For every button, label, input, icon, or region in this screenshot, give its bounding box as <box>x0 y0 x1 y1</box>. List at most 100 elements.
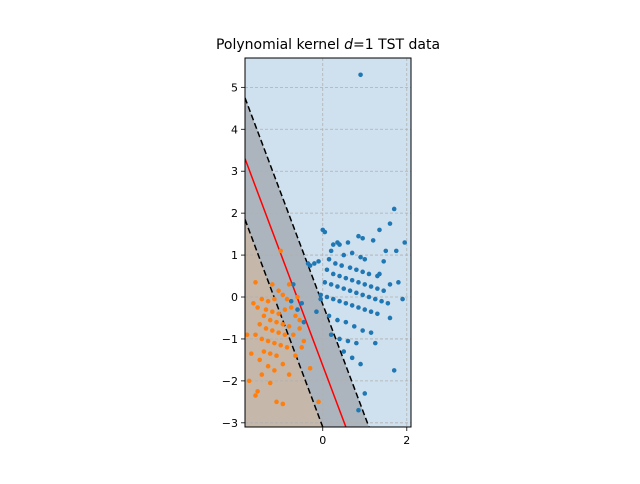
data-point-series-0 <box>345 338 351 344</box>
data-point-series-1 <box>288 305 294 310</box>
data-point-series-1 <box>253 280 258 285</box>
data-point-series-0 <box>354 340 359 346</box>
y-tick-label: −3 <box>222 417 238 430</box>
data-point-series-1 <box>255 305 260 310</box>
data-point-series-1 <box>259 372 265 377</box>
data-point-series-0 <box>379 298 384 304</box>
data-point-series-0 <box>381 259 386 264</box>
data-point-series-1 <box>293 353 298 359</box>
data-point-series-1 <box>267 317 273 323</box>
data-point-series-0 <box>337 336 342 342</box>
data-point-series-0 <box>358 361 363 367</box>
data-point-series-0 <box>341 252 347 258</box>
data-point-series-1 <box>261 349 267 354</box>
data-point-series-1 <box>259 336 265 342</box>
data-point-series-0 <box>295 307 300 312</box>
data-point-series-0 <box>328 248 334 254</box>
data-point-series-1 <box>263 326 269 331</box>
data-point-series-0 <box>366 294 372 300</box>
data-point-series-1 <box>316 399 321 405</box>
data-point-series-1 <box>274 399 279 405</box>
data-point-series-0 <box>345 240 351 245</box>
data-point-series-1 <box>257 321 263 327</box>
data-point-series-0 <box>375 311 380 317</box>
data-point-series-0 <box>368 330 374 335</box>
data-point-series-0 <box>372 296 378 302</box>
data-point-series-0 <box>343 319 349 325</box>
data-point-series-1 <box>307 365 313 371</box>
data-point-series-1 <box>297 326 302 331</box>
data-point-series-1 <box>286 324 292 329</box>
data-point-series-0 <box>343 275 349 281</box>
data-point-series-1 <box>284 345 290 350</box>
data-point-series-1 <box>270 282 275 287</box>
plot-frame <box>244 57 412 428</box>
data-point-series-0 <box>301 319 307 325</box>
y-tick-label: 3 <box>231 165 238 178</box>
data-point-series-0 <box>330 296 336 302</box>
data-point-series-0 <box>400 296 405 302</box>
data-point-series-1 <box>299 345 305 350</box>
data-point-series-1 <box>272 340 277 346</box>
data-point-series-0 <box>356 233 361 239</box>
x-tick-label: 0 <box>319 434 326 447</box>
data-point-series-0 <box>324 267 330 273</box>
data-point-series-0 <box>354 290 359 296</box>
data-point-series-0 <box>326 256 332 262</box>
chart-title: Polynomial kernel d=1 TST data <box>216 37 440 53</box>
data-point-series-1 <box>259 296 265 302</box>
data-point-series-1 <box>280 361 286 367</box>
data-point-series-0 <box>351 324 357 329</box>
data-point-series-1 <box>263 307 269 312</box>
data-point-series-1 <box>270 309 275 314</box>
decision-boundary-line <box>245 158 347 427</box>
data-point-series-1 <box>293 313 298 319</box>
data-point-series-1 <box>276 311 281 317</box>
data-point-series-0 <box>322 229 328 235</box>
data-point-series-0 <box>337 242 342 247</box>
y-tick-label: 2 <box>231 207 238 220</box>
data-point-series-0 <box>377 271 382 277</box>
data-point-series-1 <box>261 313 267 319</box>
data-points <box>245 72 407 413</box>
data-point-series-0 <box>360 292 365 298</box>
data-point-series-1 <box>257 357 263 363</box>
data-point-series-0 <box>349 303 355 308</box>
x-tick-label: 2 <box>403 434 410 447</box>
data-point-series-1 <box>280 321 286 327</box>
data-point-series-0 <box>402 240 407 245</box>
data-point-series-0 <box>387 221 393 226</box>
data-point-series-0 <box>326 313 332 319</box>
data-point-series-0 <box>354 267 359 273</box>
data-point-series-0 <box>362 256 368 262</box>
data-point-series-0 <box>368 309 374 314</box>
data-point-series-1 <box>286 282 292 287</box>
data-point-series-1 <box>253 332 258 338</box>
data-point-series-0 <box>288 298 294 304</box>
data-point-series-0 <box>358 254 363 260</box>
data-point-series-0 <box>299 301 305 306</box>
data-point-series-1 <box>274 353 279 359</box>
data-point-series-1 <box>246 378 252 384</box>
y-tick-label: 1 <box>231 249 238 262</box>
data-point-series-0 <box>330 242 336 247</box>
data-point-series-1 <box>272 368 277 373</box>
margin-band <box>245 58 369 427</box>
data-point-series-1 <box>255 389 260 394</box>
data-point-series-0 <box>362 282 368 287</box>
axis-ticks: 0 2 −3 −2 −1 0 1 2 3 4 5 <box>222 81 411 447</box>
y-tick-label: −1 <box>222 333 238 346</box>
region-class-b <box>245 58 323 427</box>
data-point-series-0 <box>322 280 328 285</box>
data-point-series-1 <box>251 301 256 306</box>
data-point-series-1 <box>295 294 300 300</box>
data-point-series-0 <box>372 340 378 346</box>
data-point-series-0 <box>360 236 365 241</box>
data-point-series-0 <box>370 238 376 243</box>
data-point-series-1 <box>245 332 250 338</box>
data-point-series-0 <box>341 349 347 354</box>
data-point-series-0 <box>318 296 323 302</box>
data-point-series-0 <box>347 265 353 270</box>
data-point-series-0 <box>312 261 317 266</box>
